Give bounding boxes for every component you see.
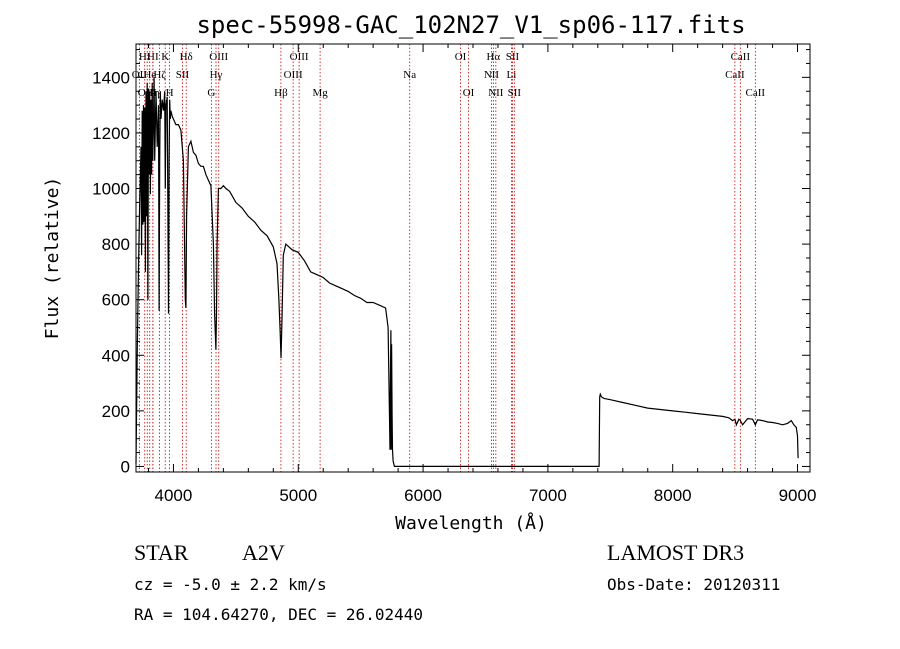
- line-label: OI: [455, 51, 467, 63]
- line-label: CaII: [731, 51, 751, 63]
- y-tick-label: 1200: [92, 124, 130, 143]
- y-tick-label: 400: [102, 346, 130, 365]
- survey-name: LAMOST DR3: [607, 540, 745, 565]
- line-label: Hα: [486, 51, 500, 63]
- line-label: HI: [139, 51, 151, 63]
- line-label: OIII: [209, 51, 228, 63]
- cz-value: cz = -5.0 ± 2.2 km/s: [134, 575, 327, 594]
- x-tick-label: 7000: [529, 486, 567, 505]
- y-tick-label: 200: [102, 402, 130, 421]
- x-tick-label: 5000: [279, 486, 317, 505]
- y-tick-label: 800: [102, 235, 130, 254]
- line-label: H: [166, 87, 174, 99]
- line-label: CaII: [746, 87, 766, 99]
- x-axis: 4000 5000 6000 7000 8000 9000: [147, 44, 817, 505]
- line-label: HI: [147, 51, 159, 63]
- chart-title: spec-55998-GAC_102N27_V1_sp06-117.fits: [196, 11, 745, 39]
- line-label: OIII: [284, 69, 303, 81]
- line-label: CaII: [725, 69, 745, 81]
- x-tick-label: 6000: [404, 486, 442, 505]
- x-tick-label: 8000: [654, 486, 692, 505]
- y-tick-label: 1000: [92, 180, 130, 199]
- coordinates: RA = 104.64270, DEC = 26.02440: [134, 605, 423, 624]
- line-label: Li: [507, 69, 517, 81]
- y-tick-label: 1400: [92, 68, 130, 87]
- line-label: OI: [463, 87, 475, 99]
- obs-date: Obs-Date: 20120311: [607, 575, 781, 594]
- line-label: NII: [488, 87, 504, 99]
- plot-frame: [135, 43, 811, 473]
- y-tick-label: 600: [102, 291, 130, 310]
- object-class: STAR: [134, 540, 189, 565]
- line-label: Hζ: [153, 69, 166, 81]
- line-label: SII: [506, 51, 520, 63]
- line-label: Mg: [312, 87, 328, 99]
- line-label: Hδ: [180, 51, 193, 63]
- x-tick-label: 4000: [155, 486, 193, 505]
- y-tick-label: 0: [121, 457, 130, 476]
- line-label: OIII: [290, 51, 309, 63]
- line-label: Hγ: [210, 69, 223, 81]
- line-label: Hβ: [274, 87, 288, 99]
- line-label: K: [161, 51, 169, 63]
- x-tick-label: 9000: [779, 486, 817, 505]
- x-axis-label: Wavelength (Å): [395, 512, 547, 534]
- line-label: SII: [508, 87, 522, 99]
- line-label: SII: [176, 69, 190, 81]
- y-axis: 0 200 400 600 800 1000 1200 1400: [92, 49, 810, 476]
- y-axis-label: Flux (relative): [42, 177, 63, 340]
- line-label: G: [207, 87, 215, 99]
- line-label: Na: [403, 69, 416, 81]
- spectrum-line: [135, 77, 799, 467]
- line-label: NII: [484, 69, 500, 81]
- spectral-subclass: A2V: [242, 540, 285, 565]
